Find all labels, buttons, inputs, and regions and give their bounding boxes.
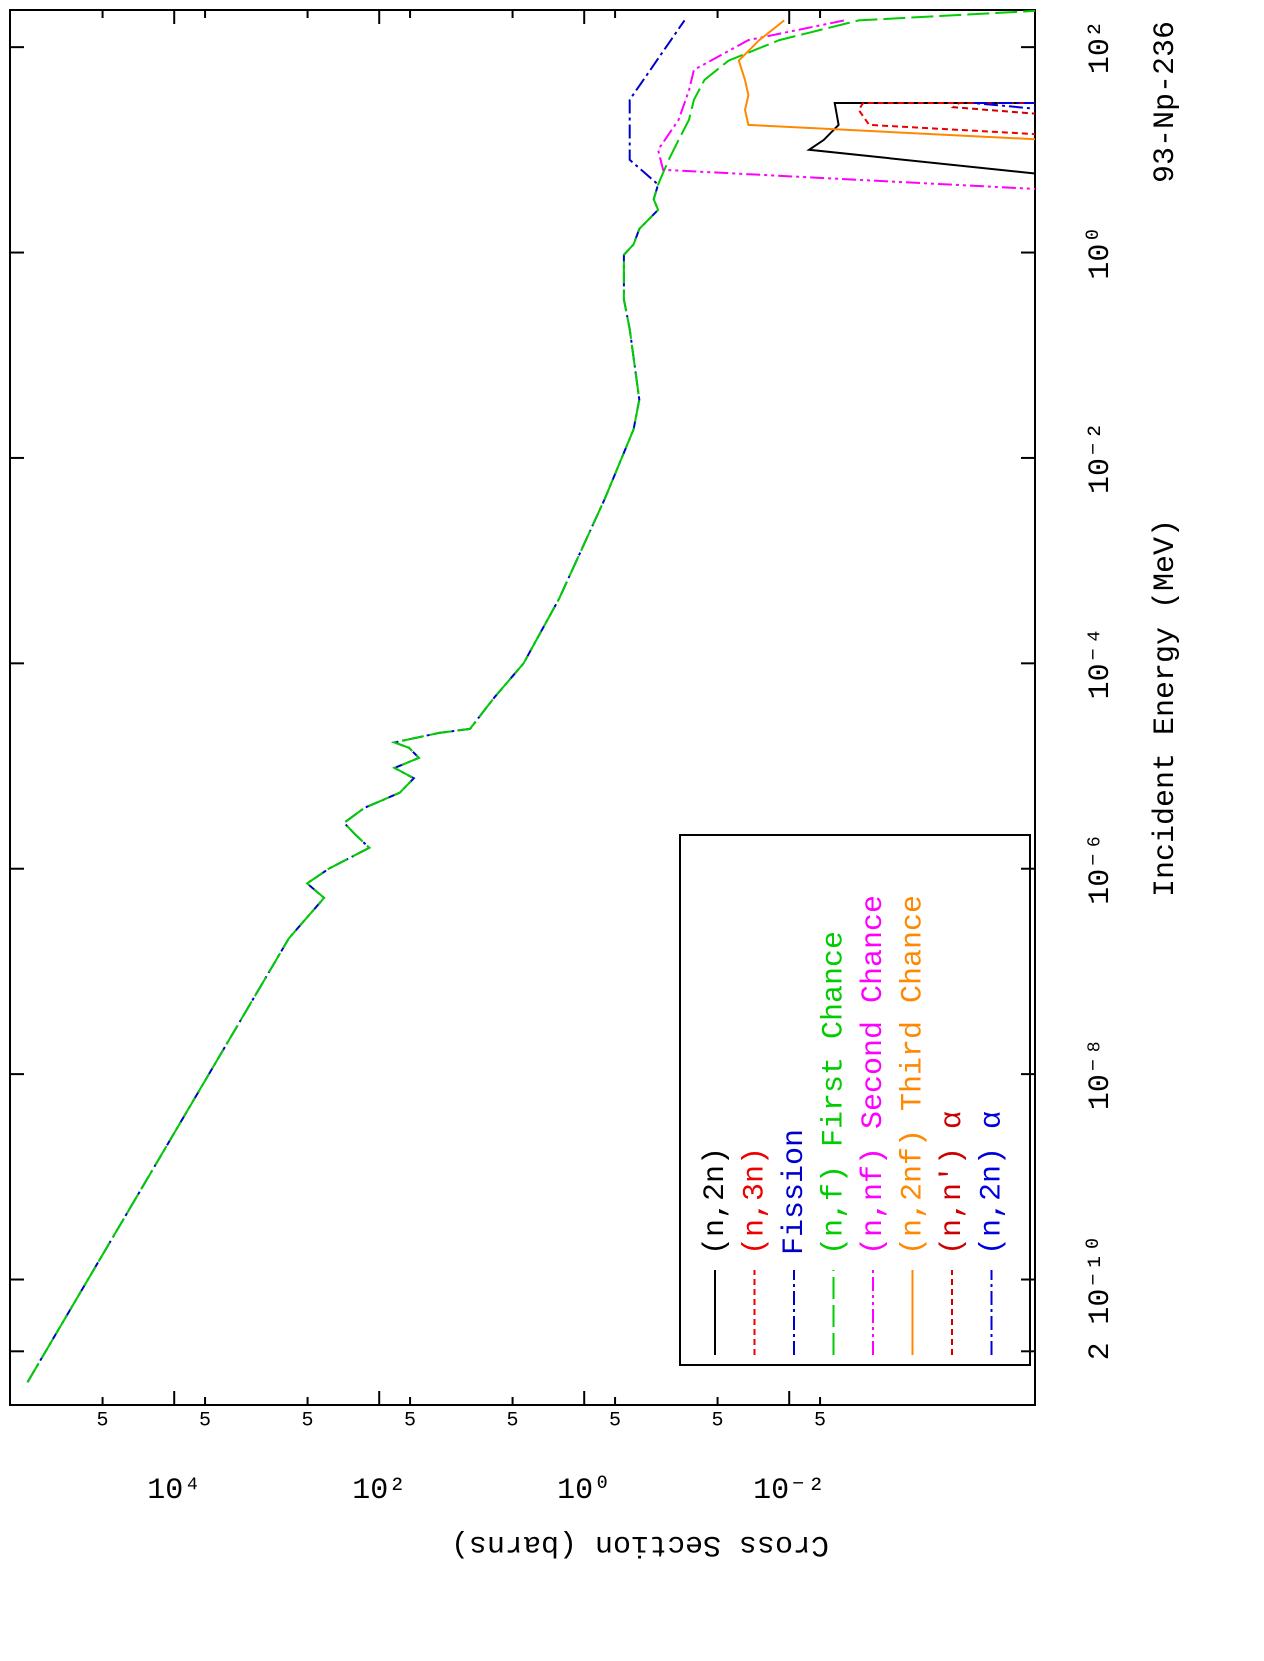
x-tick-label: 10⁰ (1084, 226, 1118, 280)
legend-box (679, 834, 1031, 1366)
legend-label: (n,2nf) Third Chance (896, 895, 930, 1255)
legend-label: (n,f) First Chance (817, 931, 851, 1255)
y-tick-label: 5 (507, 1409, 519, 1432)
y-axis-label: Cross Section (barns) (451, 1527, 829, 1561)
legend-label: (n,nf) Second Chance (857, 895, 891, 1255)
y-tick-label: 5 (609, 1409, 621, 1432)
y-tick-label: 5 (302, 1409, 314, 1432)
plot-lines (26, 10, 1035, 1383)
series-line (950, 102, 1035, 116)
legend-label: (n,n') α (936, 1111, 970, 1255)
x-tick-label: 10⁻² (1084, 422, 1118, 494)
series-line (26, 10, 1035, 1383)
plot-frame (9, 9, 1036, 1406)
x-tick-label: 10⁻¹⁰ (1084, 1234, 1118, 1324)
x-tick-label: 10² (1084, 20, 1118, 74)
y-tick-label: 10⁻² (753, 1474, 825, 1508)
legend-label: (n,2n) α (975, 1111, 1009, 1255)
x-tick-label: 10⁻⁴ (1084, 627, 1118, 699)
x-tick-label: 2 (1084, 1342, 1118, 1360)
x-tick-label: 10⁻⁸ (1084, 1038, 1118, 1110)
y-tick-label: 5 (199, 1409, 211, 1432)
legend-label: (n,3n) (738, 1147, 772, 1255)
annotation: 93-Np-236 (1149, 21, 1183, 183)
y-tick-label: 5 (97, 1409, 109, 1432)
y-tick-label: 10⁴ (147, 1474, 201, 1508)
series-line (737, 19, 1035, 141)
y-tick-label: 10² (352, 1474, 406, 1508)
legend-label: Fission (778, 1129, 812, 1255)
x-axis-label: Incident Energy (MeV) (1149, 519, 1183, 897)
x-tick-label: 10⁻⁶ (1084, 833, 1118, 905)
rotated-chart: Incident Energy (MeV) 93-Np-236 Cross Se… (9, 9, 1183, 1561)
y-tick-label: 5 (814, 1409, 826, 1432)
y-tick-label: 5 (712, 1409, 724, 1432)
y-tick-label: 5 (404, 1409, 416, 1432)
legend-label: (n,2n) (699, 1147, 733, 1255)
series-line (26, 19, 686, 1383)
y-tick-label: 10⁰ (557, 1474, 611, 1508)
series-line (657, 19, 1035, 191)
